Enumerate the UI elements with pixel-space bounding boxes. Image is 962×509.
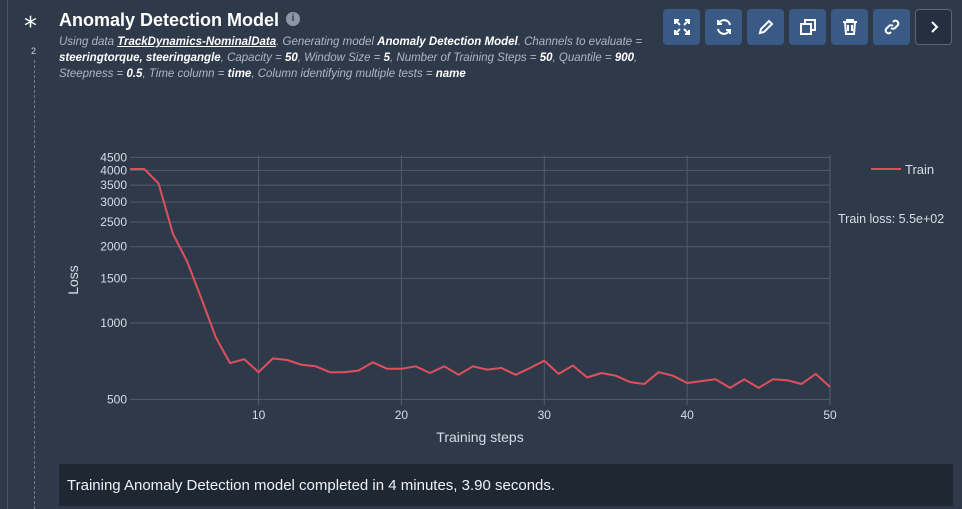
channels-value: steeringtorque, steeringangle [59,52,221,64]
x-tick-label: 10 [252,408,266,422]
edit-button[interactable] [747,9,784,45]
refresh-icon [716,19,731,35]
desc-text: , Time column = [142,68,228,80]
x-tick-label: 50 [823,408,837,422]
cell-toolbar [663,9,952,45]
desc-text: , Window Size = [297,52,384,64]
link-icon [884,19,899,35]
window-size-value: 5 [383,52,391,64]
y-tick-label: 4000 [100,163,127,177]
cell-number: 2 [31,46,37,56]
y-tick-label: 1500 [100,271,127,285]
train-loss-annotation: Train loss: 5.5e+02 [838,212,944,226]
model-name: Anomaly Detection Model [377,36,518,48]
tests-column-value: name [435,68,466,80]
series-line-train [130,168,831,389]
x-axis-label: Training steps [436,429,523,445]
duplicate-icon [799,19,816,35]
steepness-value: 0.5 [126,68,143,80]
desc-text: , Quantile = [552,52,615,64]
duplicate-button[interactable] [789,9,826,45]
cell-gutter: * 2 [0,0,44,509]
legend-label: Train [905,162,934,177]
desc-text: , Steepness = [59,52,638,80]
next-button[interactable] [915,9,952,45]
training-steps-value: 50 [539,52,553,64]
capacity-value: 50 [284,52,298,64]
desc-text: . Channels to evaluate = [517,36,643,48]
cell-left-border [7,0,8,509]
desc-text: , Capacity = [220,52,285,64]
y-tick-label: 4500 [100,150,127,164]
info-icon[interactable]: i [286,12,300,26]
chevron-right-icon [930,21,938,33]
cell-title: Anomaly Detection Model [59,10,280,30]
y-tick-label: 3500 [100,178,127,192]
y-tick-label: 1000 [100,316,127,330]
desc-text: , Number of Training Steps = [390,52,540,64]
y-tick-label: 3000 [100,195,127,209]
delete-button[interactable] [831,9,868,45]
delete-icon [842,19,857,35]
desc-text: . Generating model [276,36,378,48]
desc-text: Using data [59,36,118,48]
time-column-value: time [227,68,252,80]
link-button[interactable] [873,9,910,45]
status-message: Training Anomaly Detection model complet… [59,464,953,506]
x-tick-label: 40 [680,408,694,422]
edit-icon [758,19,773,35]
expand-button[interactable] [663,9,700,45]
y-tick-label: 2000 [100,240,127,254]
cell-running-marker: * [24,12,37,42]
x-tick-label: 30 [538,408,552,422]
cell-description: Using data TrackDynamics-NominalData. Ge… [59,34,669,82]
data-source-link[interactable]: TrackDynamics-NominalData [117,36,277,48]
y-tick-label: 2500 [100,215,127,229]
y-axis-label: Loss [65,265,81,295]
gutter-line [34,60,35,509]
quantile-value: 900 [614,52,635,64]
desc-text: , Column identifying multiple tests = [251,68,436,80]
refresh-button[interactable] [705,9,742,45]
expand-icon [673,19,690,35]
x-tick-label: 20 [395,408,409,422]
y-tick-label: 500 [107,392,127,406]
